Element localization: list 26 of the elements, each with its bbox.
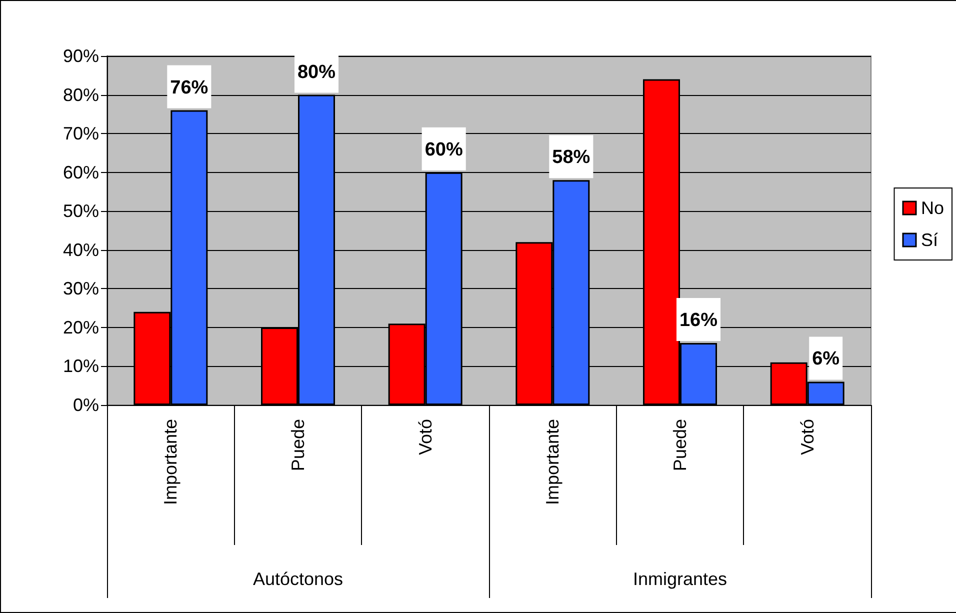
y-tick-label: 10%	[62, 356, 99, 376]
y-tick-label: 50%	[62, 201, 99, 222]
y-tick-label: 40%	[62, 240, 99, 260]
x-tick-label: Votó	[415, 419, 436, 456]
x-tick-label: Puede	[670, 419, 690, 472]
data-label: 80%	[297, 62, 336, 83]
x-tick-label: Importante	[542, 419, 563, 506]
legend-label: Sí	[920, 230, 938, 250]
y-tick-label: 70%	[62, 124, 99, 144]
y-tick-label: 30%	[62, 278, 99, 299]
legend-label: No	[920, 198, 944, 218]
y-tick-label: 0%	[72, 395, 99, 415]
data-label: 76%	[170, 77, 208, 98]
data-label: 6%	[812, 348, 840, 370]
data-label: 16%	[679, 310, 718, 331]
data-label: 58%	[552, 147, 590, 168]
text: Autóctonos	[252, 569, 344, 589]
data-label: 60%	[424, 139, 463, 160]
y-tick-label: 60%	[62, 162, 99, 182]
y-tick-label: 20%	[62, 317, 99, 338]
text: Inmigrantes	[632, 569, 728, 589]
x-tick-label: Importante	[160, 419, 181, 506]
y-tick-label: 80%	[62, 84, 99, 105]
y-tick-label: 90%	[62, 46, 99, 66]
x-tick-label: Votó	[797, 419, 818, 456]
x-tick-label: Puede	[288, 419, 308, 472]
